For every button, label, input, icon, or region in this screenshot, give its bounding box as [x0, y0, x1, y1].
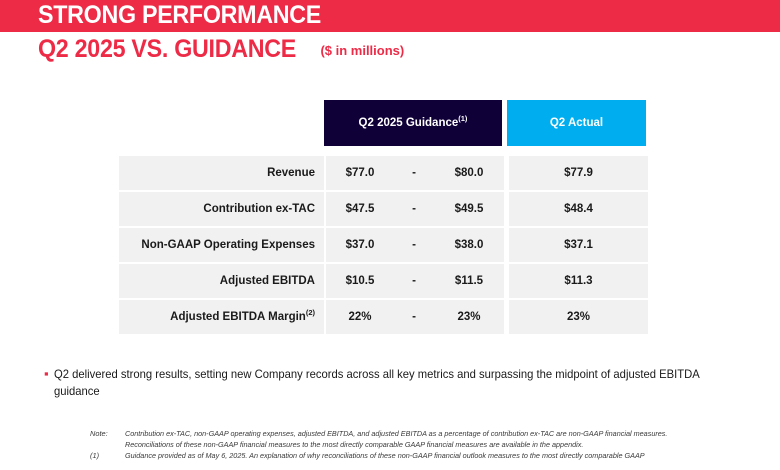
footnote-list: Note: Contribution ex-TAC, non-GAAP opera…: [90, 428, 770, 461]
table-row-guidance-range: $10.5 - $11.5: [326, 264, 504, 298]
table-row-actual-value: $11.3: [509, 264, 648, 298]
guidance-range-separator: -: [412, 167, 416, 179]
footnote-key: (1): [90, 451, 100, 460]
bullet-marker-icon: ▪: [44, 366, 49, 381]
table-header-row: Q2 2025 Guidance (1) Q2 Actual: [119, 100, 646, 146]
table-row-label: Adjusted EBITDA: [119, 264, 324, 298]
footnote-item: Note: Contribution ex-TAC, non-GAAP opera…: [90, 428, 770, 439]
footnote-text: Guidance provided as of May 6, 2025. An …: [125, 451, 645, 460]
table-header-actual-label: Q2 Actual: [549, 117, 604, 129]
guidance-high-value: $11.5: [454, 275, 484, 287]
bullet-item: ▪ Q2 delivered strong results, setting ne…: [44, 366, 744, 400]
guidance-low-value: $47.5: [345, 203, 375, 215]
guidance-range-separator: -: [412, 311, 416, 323]
guidance-high-value: 23%: [457, 311, 481, 323]
footnote-item: Reconciliations of these non-GAAP financ…: [90, 439, 770, 450]
table-row-actual-value: $48.4: [509, 192, 648, 226]
table-row: Contribution ex-TAC $47.5 - $49.5 $48.4: [119, 192, 648, 226]
footnote-key: Note:: [90, 429, 108, 438]
table-row-label: Non-GAAP Operating Expenses: [119, 228, 324, 262]
table-row-label: Revenue: [119, 156, 324, 190]
table-row: Revenue $77.0 - $80.0 $77.9: [119, 156, 648, 190]
page-title-line-2-wrap: Q2 2025 VS. GUIDANCE ($ in millions): [38, 36, 404, 63]
guidance-low-value: $10.5: [345, 275, 375, 287]
table-header-guidance-footnote: (1): [458, 114, 468, 124]
guidance-range-separator: -: [412, 203, 416, 215]
table-header-guidance-label: Q2 2025 Guidance: [358, 117, 459, 129]
table-row-actual-value: $77.9: [509, 156, 648, 190]
table-row-guidance-range: $47.5 - $49.5: [326, 192, 504, 226]
guidance-range-separator: -: [412, 239, 416, 251]
table-row-guidance-range: $77.0 - $80.0: [326, 156, 504, 190]
footnote-text: Contribution ex-TAC, non-GAAP operating …: [125, 429, 668, 438]
table-header-label-spacer: [119, 100, 324, 146]
table-row-label-text: Adjusted EBITDA: [219, 275, 315, 287]
table-row-actual-value: $37.1: [509, 228, 648, 262]
table-row-actual-value: 23%: [509, 300, 648, 334]
table-row-guidance-range: 22% - 23%: [326, 300, 504, 334]
guidance-low-value: $77.0: [345, 167, 375, 179]
title-banner: [0, 0, 780, 32]
footnote-key: [90, 439, 125, 450]
guidance-vs-actual-table: Q2 2025 Guidance (1) Q2 Actual Revenue $77…: [119, 100, 648, 336]
table-header-actual: Q2 Actual: [507, 100, 646, 146]
guidance-high-value: $38.0: [454, 239, 484, 251]
table-row-label-text: Adjusted EBITDA Margin: [170, 311, 306, 323]
table-row-label: Adjusted EBITDA Margin (2): [119, 300, 324, 334]
table-row: Non-GAAP Operating Expenses $37.0- $38.0 $3…: [119, 228, 648, 262]
guidance-low-value: $37.0: [345, 239, 375, 251]
footnote-item: (1) Guidance provided as of May 6, 2025. …: [90, 450, 770, 461]
guidance-range-separator: -: [412, 275, 416, 287]
table-row-label-text: Revenue: [267, 167, 315, 179]
table-row: Adjusted EBITDA Margin (2) 22% - 23% 23%: [119, 300, 648, 334]
table-header-guidance: Q2 2025 Guidance (1): [324, 100, 502, 146]
footnote-text: Reconciliations of these non-GAAP financ…: [125, 440, 584, 449]
page-title-units: ($ in millions): [320, 43, 405, 58]
table-body: Revenue $77.0- $80.0 $77.9 Contribution ex-T…: [119, 156, 648, 334]
guidance-high-value: $80.0: [454, 167, 484, 179]
guidance-low-value: 22%: [348, 311, 372, 323]
table-row-label-text: Non-GAAP Operating Expenses: [141, 239, 315, 251]
table-row-guidance-range: $37.0 - $38.0: [326, 228, 504, 262]
bullet-list: ▪ Q2 delivered strong results, setting ne…: [44, 366, 744, 400]
guidance-high-value: $49.5: [454, 203, 484, 215]
table-row-label: Contribution ex-TAC: [119, 192, 324, 226]
table-row: Adjusted EBITDA $10.5 - $11.5 $11.3: [119, 264, 648, 298]
page-title-line-1: STRONG PERFORMANCE: [38, 1, 322, 29]
bullet-text: Q2 delivered strong results, setting new…: [53, 368, 699, 398]
table-row-label-footnote: (2): [305, 308, 315, 318]
page-title-line-2: Q2 2025 VS. GUIDANCE: [38, 35, 297, 63]
table-row-label-text: Contribution ex-TAC: [203, 203, 315, 215]
